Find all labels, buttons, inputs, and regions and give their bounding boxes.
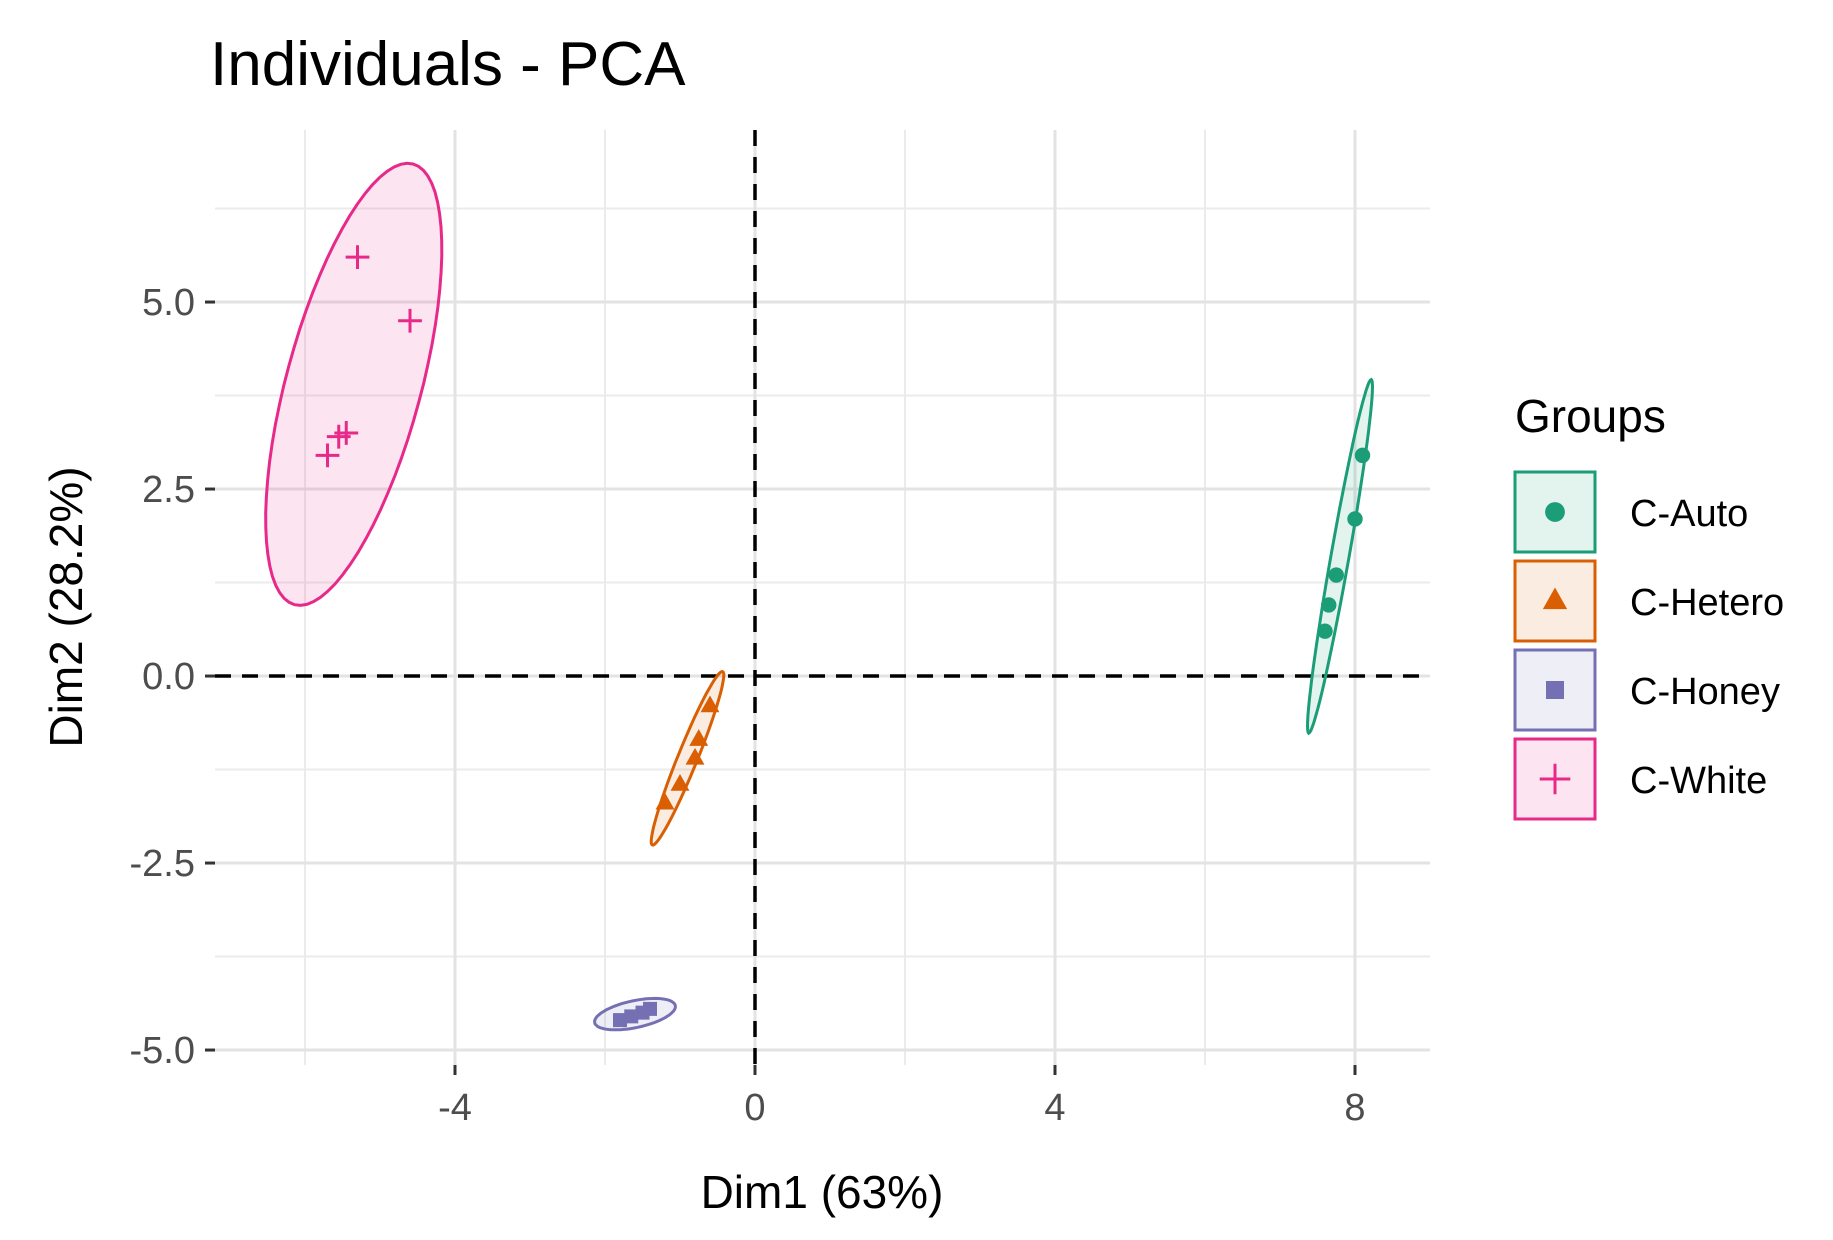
point-c-white (345, 245, 370, 270)
x-tick-label: -4 (438, 1087, 472, 1129)
legend-marker-c-auto (1545, 502, 1565, 522)
reference-lines (215, 130, 1430, 1065)
x-tick-label: 8 (1344, 1087, 1365, 1129)
legend-label-c-auto: C-Auto (1630, 493, 1748, 535)
point-c-white (315, 443, 340, 468)
data-points (315, 245, 1371, 1028)
ellipse-c-white (264, 161, 444, 607)
point-c-honey (643, 1001, 657, 1016)
confidence-ellipses (264, 161, 1375, 1032)
point-c-hetero (655, 792, 675, 810)
chart-title: Individuals - PCA (210, 30, 686, 99)
legend-marker-c-honey (1546, 681, 1564, 699)
legend-key-c-honey (1513, 648, 1597, 732)
point-c-white (326, 424, 351, 449)
point-c-hetero (689, 729, 709, 746)
point-c-auto (1321, 597, 1337, 613)
legend: C-Auto C-Hetero C-Honey C-White (1513, 470, 1784, 821)
y-tick-label: -2.5 (130, 843, 195, 885)
ellipse-c-auto (1305, 377, 1375, 736)
point-c-hetero (685, 747, 705, 765)
x-axis-ticks: -4 0 4 8 (438, 1065, 1366, 1129)
x-tick-label: 4 (1044, 1087, 1065, 1129)
y-axis-title: Dim2 (28.2%) (40, 466, 92, 747)
grid-major (215, 130, 1430, 1065)
ellipse-c-hetero (649, 670, 726, 847)
legend-label-c-honey: C-Honey (1630, 671, 1780, 713)
y-tick-label: 0.0 (142, 656, 195, 698)
point-c-hetero (670, 774, 690, 791)
legend-label-c-hetero: C-Hetero (1630, 582, 1784, 624)
legend-label-c-white: C-White (1630, 760, 1767, 802)
legend-title: Groups (1515, 390, 1666, 442)
point-c-auto (1354, 447, 1371, 464)
x-tick-label: 0 (744, 1087, 765, 1129)
grid-minor (215, 130, 1430, 1065)
legend-marker-c-white (1539, 763, 1571, 795)
point-c-auto (1347, 511, 1363, 527)
y-tick-label: 5.0 (142, 282, 195, 324)
y-tick-label: 2.5 (142, 469, 195, 511)
y-tick-label: -5.0 (130, 1030, 195, 1072)
legend-marker-c-hetero (1542, 587, 1568, 610)
x-axis-title: Dim1 (63%) (701, 1166, 944, 1218)
point-c-honey (613, 1013, 627, 1028)
point-c-white (398, 308, 422, 333)
point-c-auto (1328, 567, 1344, 583)
point-c-hetero (700, 695, 720, 713)
y-axis-ticks: -5.0 -2.5 0.0 2.5 5.0 (130, 282, 215, 1072)
point-c-auto (1317, 623, 1333, 639)
point-c-honey (624, 1009, 639, 1024)
